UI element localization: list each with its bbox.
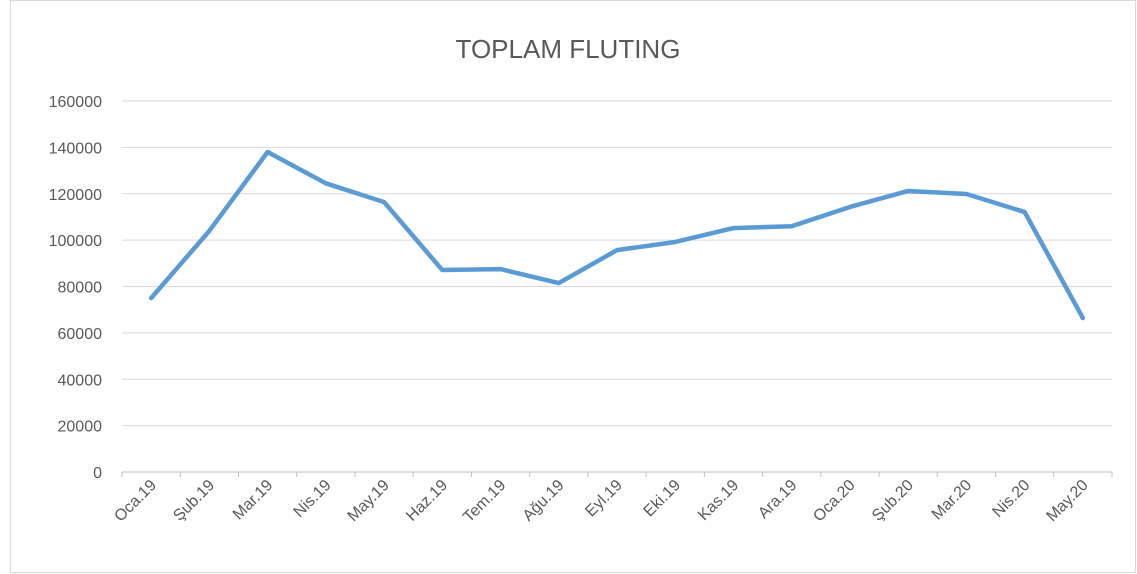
y-tick-label: 160000 xyxy=(49,94,102,111)
chart-title: TOPLAM FLUTING xyxy=(456,34,681,64)
y-tick-label: 0 xyxy=(93,465,102,482)
y-tick-label: 140000 xyxy=(49,140,102,157)
y-tick-label: 120000 xyxy=(49,187,102,204)
y-tick-label: 60000 xyxy=(58,326,103,343)
y-tick-label: 40000 xyxy=(58,372,103,389)
y-tick-label: 20000 xyxy=(58,419,103,436)
y-tick-label: 100000 xyxy=(49,233,102,250)
y-tick-label: 80000 xyxy=(58,280,103,297)
line-series xyxy=(148,149,1086,321)
